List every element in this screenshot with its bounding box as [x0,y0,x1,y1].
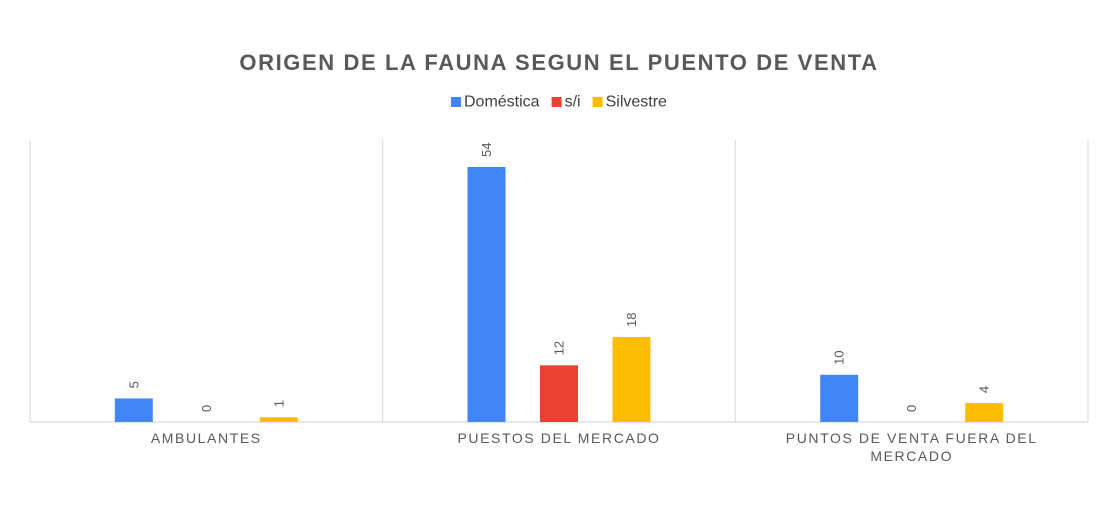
chart-title: ORIGEN DE LA FAUNA SEGUN EL PUENTO DE VE… [239,50,878,75]
data-label: 4 [977,386,992,393]
bar-silvestre-ambulantes [259,417,298,422]
legend-item-domestica: Doméstica [451,94,540,111]
data-label: 1 [271,400,286,407]
data-label: 12 [552,341,567,355]
category-label-puntos-de-venta-fuera-del-mercado: PUNTOS DE VENTA FUERA DEL MERCADO [786,430,1038,464]
data-label: 18 [624,313,639,327]
legend-item-silvestre: Silvestre [592,94,667,111]
data-label: 54 [479,143,494,157]
bars [114,167,1004,422]
bar-domestica-ambulantes [114,398,153,422]
data-labels: 5 0 1 54 12 18 10 0 4 [126,143,991,412]
data-label: 10 [832,350,847,364]
bar-domestica-puestos-del-mercado [467,167,506,422]
bar-domestica-puntos-de-venta-fuera-del-mercado [820,374,859,422]
data-label: 0 [199,405,214,412]
category-label-puestos-del-mercado: PUESTOS DEL MERCADO [457,430,660,446]
legend: Doméstica s/i Silvestre [451,94,667,111]
bar-s-i-puestos-del-mercado [540,365,578,422]
data-label: 0 [904,405,919,412]
legend-swatch [592,97,603,107]
legend-label: Silvestre [606,94,667,111]
bar-silvestre-puntos-de-venta-fuera-del-mercado [965,403,1004,422]
legend-item-s-i: s/i [551,94,581,111]
legend-swatch [551,97,562,107]
legend-swatch [451,97,461,107]
data-label: 5 [126,381,141,388]
legend-label: s/i [565,94,581,111]
legend-label: Doméstica [464,94,540,111]
category-label-ambulantes: AMBULANTES [151,430,262,446]
category-labels: AMBULANTES PUESTOS DEL MERCADO PUNTOS DE V… [151,430,1038,464]
bar-silvestre-puestos-del-mercado [612,337,651,422]
